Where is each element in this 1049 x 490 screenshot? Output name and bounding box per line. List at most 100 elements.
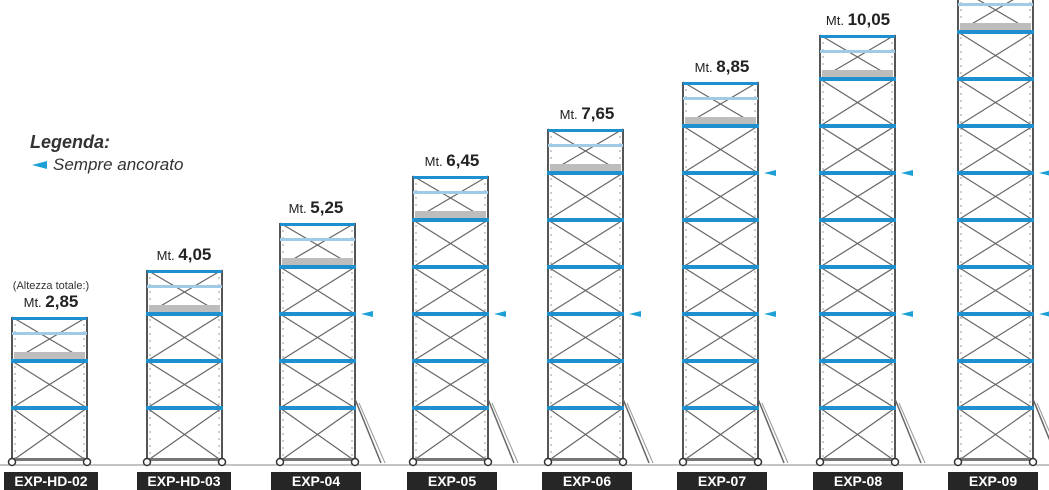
model-label-box: [137, 472, 231, 490]
model-code: EXP-HD-03: [147, 473, 220, 489]
cross-brace: [957, 360, 1034, 409]
cross-brace: [819, 172, 896, 221]
cross-brace: [957, 219, 1034, 268]
top-deck: [550, 164, 621, 171]
platform-bar: [547, 218, 624, 222]
platform-bar: [146, 359, 223, 363]
outrigger: [354, 398, 382, 464]
outrigger: [1036, 402, 1049, 432]
platform-bar: [819, 406, 896, 410]
scaffold-exp-08: Mt. 10,05 EXP-08: [813, 10, 926, 490]
cross-brace: [682, 266, 759, 315]
anchor-arrow-icon: [494, 311, 506, 317]
model-code: EXP-07: [698, 473, 746, 489]
platform-bar: [682, 124, 759, 128]
cross-brace: [957, 407, 1034, 462]
model-label-box: [813, 472, 903, 490]
cross-brace: [957, 266, 1034, 315]
top-deck: [415, 211, 486, 218]
platform-bar: [819, 77, 896, 81]
cross-brace: [957, 78, 1034, 127]
cross-brace: [547, 313, 624, 362]
wheel: [678, 457, 688, 467]
platform-bar: [682, 218, 759, 222]
model-code: EXP-HD-02: [14, 473, 87, 489]
platform-bar: [547, 171, 624, 175]
model-label-box: [542, 472, 632, 490]
base-bar: [279, 458, 356, 461]
cross-brace: [547, 360, 624, 409]
outrigger: [358, 402, 386, 464]
cross-brace: [819, 78, 896, 127]
platform-bar: [957, 218, 1034, 222]
top-deck: [14, 352, 85, 359]
anchor-arrow-icon: [361, 311, 373, 317]
model-code: EXP-05: [428, 473, 476, 489]
base-bar: [957, 458, 1034, 461]
platform-bar: [819, 171, 896, 175]
cross-brace: [682, 313, 759, 362]
top-rail: [413, 176, 488, 179]
guardrail: [12, 332, 87, 335]
outrigger: [898, 402, 926, 464]
platform-bar: [412, 406, 489, 410]
platform-bar: [412, 218, 489, 222]
cross-brace: [146, 313, 223, 362]
wheel: [275, 457, 285, 467]
wheel: [82, 457, 92, 467]
blue-triangle-arrow-icon: [32, 161, 47, 169]
top-rail: [683, 82, 758, 85]
cross-brace: [957, 172, 1034, 221]
guardrail: [280, 238, 355, 241]
top-deck: [685, 117, 756, 124]
cross-brace: [279, 360, 356, 409]
platform-bar: [412, 312, 489, 316]
wheel: [350, 457, 360, 467]
cross-brace: [412, 219, 489, 268]
platform-bar: [957, 359, 1034, 363]
cross-brace: [146, 360, 223, 409]
model-label-box: [271, 472, 361, 490]
guardrail: [147, 285, 222, 288]
platform-bar: [957, 171, 1034, 175]
cross-brace: [547, 219, 624, 268]
model-code: EXP-08: [834, 473, 882, 489]
platform-bar: [682, 312, 759, 316]
anchor-arrow-icon: [901, 170, 913, 176]
cross-brace: [682, 219, 759, 268]
platform-bar: [819, 124, 896, 128]
model-label-box: [4, 472, 98, 490]
cross-brace: [547, 407, 624, 462]
platform-bar: [957, 124, 1034, 128]
wheel: [890, 457, 900, 467]
base-bar: [11, 458, 88, 461]
platform-bar: [957, 312, 1034, 316]
outrigger: [894, 398, 922, 464]
cross-brace: [547, 266, 624, 315]
platform-bar: [819, 265, 896, 269]
scaffold-exp-07: Mt. 8,85 EXP-07: [677, 57, 789, 490]
anchor-arrow-icon: [764, 170, 776, 176]
platform-bar: [957, 30, 1034, 34]
model-label-box: [407, 472, 497, 490]
base-bar: [146, 458, 223, 461]
outrigger: [622, 398, 650, 464]
outrigger: [487, 398, 515, 464]
base-bar: [682, 458, 759, 461]
platform-bar: [547, 359, 624, 363]
top-rail: [548, 129, 623, 132]
anchor-arrow-icon: [629, 311, 641, 317]
top-rail: [12, 317, 87, 320]
cross-brace: [11, 360, 88, 409]
platform-bar: [146, 312, 223, 316]
cross-brace: [957, 31, 1034, 80]
outrigger: [1032, 398, 1049, 441]
cross-brace: [819, 219, 896, 268]
cross-brace: [682, 360, 759, 409]
wheel: [483, 457, 493, 467]
total-height-note: (Altezza totale:): [13, 280, 89, 292]
cross-brace: [547, 172, 624, 221]
platform-bar: [957, 265, 1034, 269]
